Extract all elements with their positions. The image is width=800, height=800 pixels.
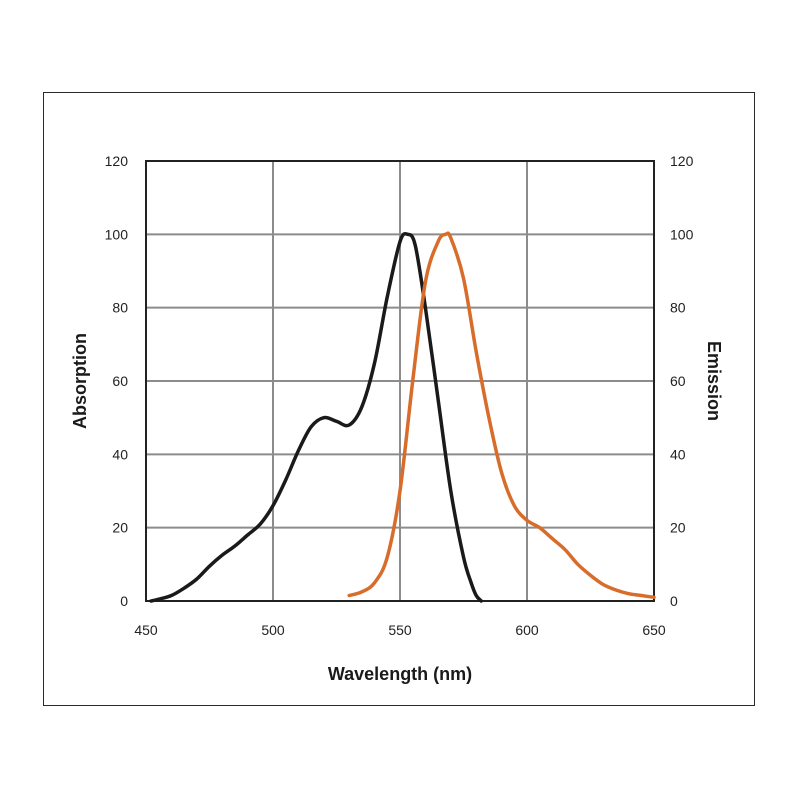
series-group — [149, 231, 656, 603]
y-tick-label-1: 20 — [112, 520, 128, 536]
absorption-curve — [149, 231, 484, 603]
grid — [145, 160, 655, 602]
y2-tick-label-5: 100 — [670, 226, 694, 242]
plot-area-border — [145, 160, 655, 602]
y-tick-label-4: 80 — [112, 300, 128, 316]
y-tick-label-3: 60 — [112, 373, 128, 389]
x-tick-label-2: 550 — [388, 622, 412, 638]
x-tick-label-4: 650 — [642, 622, 666, 638]
x-tick-label-0: 450 — [134, 622, 158, 638]
y2-tick-label-4: 80 — [670, 300, 686, 316]
y-tick-label-5: 100 — [105, 226, 129, 242]
x-axis-title: Wavelength (nm) — [328, 664, 472, 684]
y2-tick-label-0: 0 — [670, 593, 678, 609]
tick-labels: 450 500 550 600 6500204060801001200204060801… — [105, 153, 694, 638]
y2-axis-title: Emission — [704, 341, 724, 421]
y2-tick-label-1: 20 — [670, 520, 686, 536]
y-tick-label-2: 40 — [112, 446, 128, 462]
y-tick-label-6: 120 — [105, 153, 129, 169]
y2-tick-label-3: 60 — [670, 373, 686, 389]
y2-tick-label-2: 40 — [670, 446, 686, 462]
y-axis-title: Absorption — [70, 333, 90, 429]
x-tick-label-1: 500 — [261, 622, 285, 638]
chart-frame — [43, 92, 755, 706]
emission-curve — [347, 231, 656, 600]
y-tick-label-0: 0 — [120, 593, 128, 609]
y2-tick-label-6: 120 — [670, 153, 694, 169]
x-tick-label-3: 600 — [515, 622, 539, 638]
